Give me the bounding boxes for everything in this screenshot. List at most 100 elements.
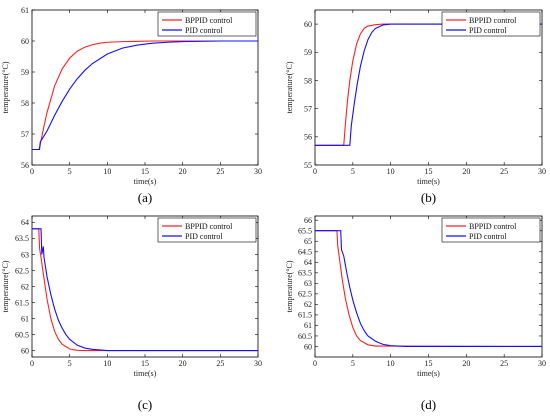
x-tick-label: 0: [30, 359, 34, 368]
x-tick-label: 20: [179, 167, 187, 176]
y-tick-label: 61: [21, 6, 29, 15]
x-tick-label: 30: [538, 359, 546, 368]
legend-entry-bppid: BPPID control: [469, 16, 517, 25]
legend-box: [441, 217, 541, 243]
x-tick-label: 15: [141, 167, 149, 176]
legend-entry-pid: PID control: [469, 26, 507, 35]
y-tick-label: 65: [304, 237, 312, 246]
panel-label: (c): [138, 397, 152, 412]
x-tick-label: 15: [141, 359, 149, 368]
legend-box: [157, 11, 257, 37]
x-tick-label: 5: [68, 359, 72, 368]
y-tick-label: 64: [304, 258, 312, 267]
x-tick-label: 15: [425, 359, 433, 368]
y-tick-label: 61.5: [298, 311, 312, 320]
y-tick-label: 64.5: [298, 248, 312, 257]
series-line-bppid: [32, 40, 258, 151]
series-line-pid: [315, 23, 542, 146]
series-line-pid: [32, 40, 258, 151]
x-tick-label: 15: [425, 167, 433, 176]
y-tick-label: 62.5: [298, 290, 312, 299]
x-axis-label: time(s): [417, 177, 440, 186]
legend-entry-pid: PID control: [185, 232, 223, 241]
x-tick-label: 25: [500, 167, 508, 176]
y-tick-label: 60: [21, 346, 29, 355]
x-tick-label: 25: [216, 167, 224, 176]
y-tick-label: 57: [304, 104, 312, 113]
legend-entry-bppid: BPPID control: [185, 16, 233, 25]
x-tick-label: 5: [351, 167, 355, 176]
x-tick-label: 25: [216, 359, 224, 368]
x-tick-label: 0: [30, 167, 34, 176]
y-tick-label: 57: [21, 130, 29, 139]
panel-label: (b): [421, 190, 436, 205]
y-tick-label: 61: [21, 314, 29, 323]
x-tick-label: 10: [103, 359, 111, 368]
x-tick-label: 5: [351, 359, 355, 368]
y-tick-label: 65.5: [298, 227, 312, 236]
y-tick-label: 61: [304, 321, 312, 330]
y-tick-label: 60: [21, 37, 29, 46]
y-tick-label: 62.5: [15, 266, 29, 275]
y-tick-label: 60: [304, 342, 312, 351]
legend-entry-bppid: BPPID control: [469, 222, 517, 231]
x-tick-label: 25: [500, 359, 508, 368]
panel-label: (d): [421, 397, 436, 412]
series-line-bppid: [315, 23, 542, 146]
y-tick-label: 63.5: [15, 234, 29, 243]
y-axis-label: temperature(°C): [285, 61, 294, 113]
y-tick-label: 61.5: [15, 298, 29, 307]
x-axis-label: time(s): [134, 177, 157, 186]
x-tick-label: 10: [387, 359, 395, 368]
y-tick-label: 63: [21, 250, 29, 259]
chart-panel-1: 0 5 10 15 20 25 30 56 57 58 59 60 61 time(s) temperatu…: [1, 6, 262, 205]
y-tick-label: 58: [304, 76, 312, 85]
x-tick-label: 10: [103, 167, 111, 176]
y-tick-label: 62: [21, 282, 29, 291]
chart-panel-2: 0 5 10 15 20 25 30 55 56 57 58 59 60 time(s) temperatu…: [285, 9, 546, 205]
y-tick-label: 60.5: [298, 332, 312, 341]
x-tick-label: 20: [462, 359, 470, 368]
y-tick-label: 60: [304, 20, 312, 29]
x-tick-label: 30: [254, 359, 262, 368]
x-tick-label: 20: [179, 359, 187, 368]
y-axis-label: temperature(°C): [285, 260, 294, 312]
y-axis-label: temperature(°C): [1, 260, 10, 312]
y-tick-label: 58: [21, 99, 29, 108]
y-tick-label: 55: [304, 161, 312, 170]
x-tick-label: 0: [313, 359, 317, 368]
series-line-bppid: [32, 228, 258, 352]
x-tick-label: 30: [254, 167, 262, 176]
y-tick-label: 66: [304, 216, 312, 225]
series-line-pid: [32, 228, 258, 352]
x-tick-label: 0: [313, 167, 317, 176]
legend-entry-pid: PID control: [185, 26, 223, 35]
x-tick-label: 20: [462, 167, 470, 176]
panel-label: (a): [138, 190, 152, 205]
y-axis-label: temperature(°C): [1, 61, 10, 113]
legend-entry-pid: PID control: [469, 232, 507, 241]
x-axis-label: time(s): [134, 369, 157, 378]
y-tick-label: 62: [304, 300, 312, 309]
chart-panel-3: 0 5 10 15 20 25 30 60 60.5 61 61.5 62 62.5 63 63.5 64 ti…: [1, 215, 262, 412]
legend-box: [157, 217, 257, 243]
x-tick-label: 5: [68, 167, 72, 176]
series-line-bppid: [315, 230, 542, 348]
y-tick-label: 56: [21, 161, 29, 170]
y-tick-label: 63: [304, 279, 312, 288]
y-tick-label: 63.5: [298, 269, 312, 278]
x-axis-label: time(s): [417, 369, 440, 378]
y-tick-label: 64: [21, 218, 29, 227]
y-tick-label: 56: [304, 133, 312, 142]
y-tick-label: 59: [21, 68, 29, 77]
y-tick-label: 59: [304, 48, 312, 57]
y-tick-label: 60.5: [15, 330, 29, 339]
legend-box: [441, 11, 541, 37]
series-line-pid: [315, 230, 542, 348]
